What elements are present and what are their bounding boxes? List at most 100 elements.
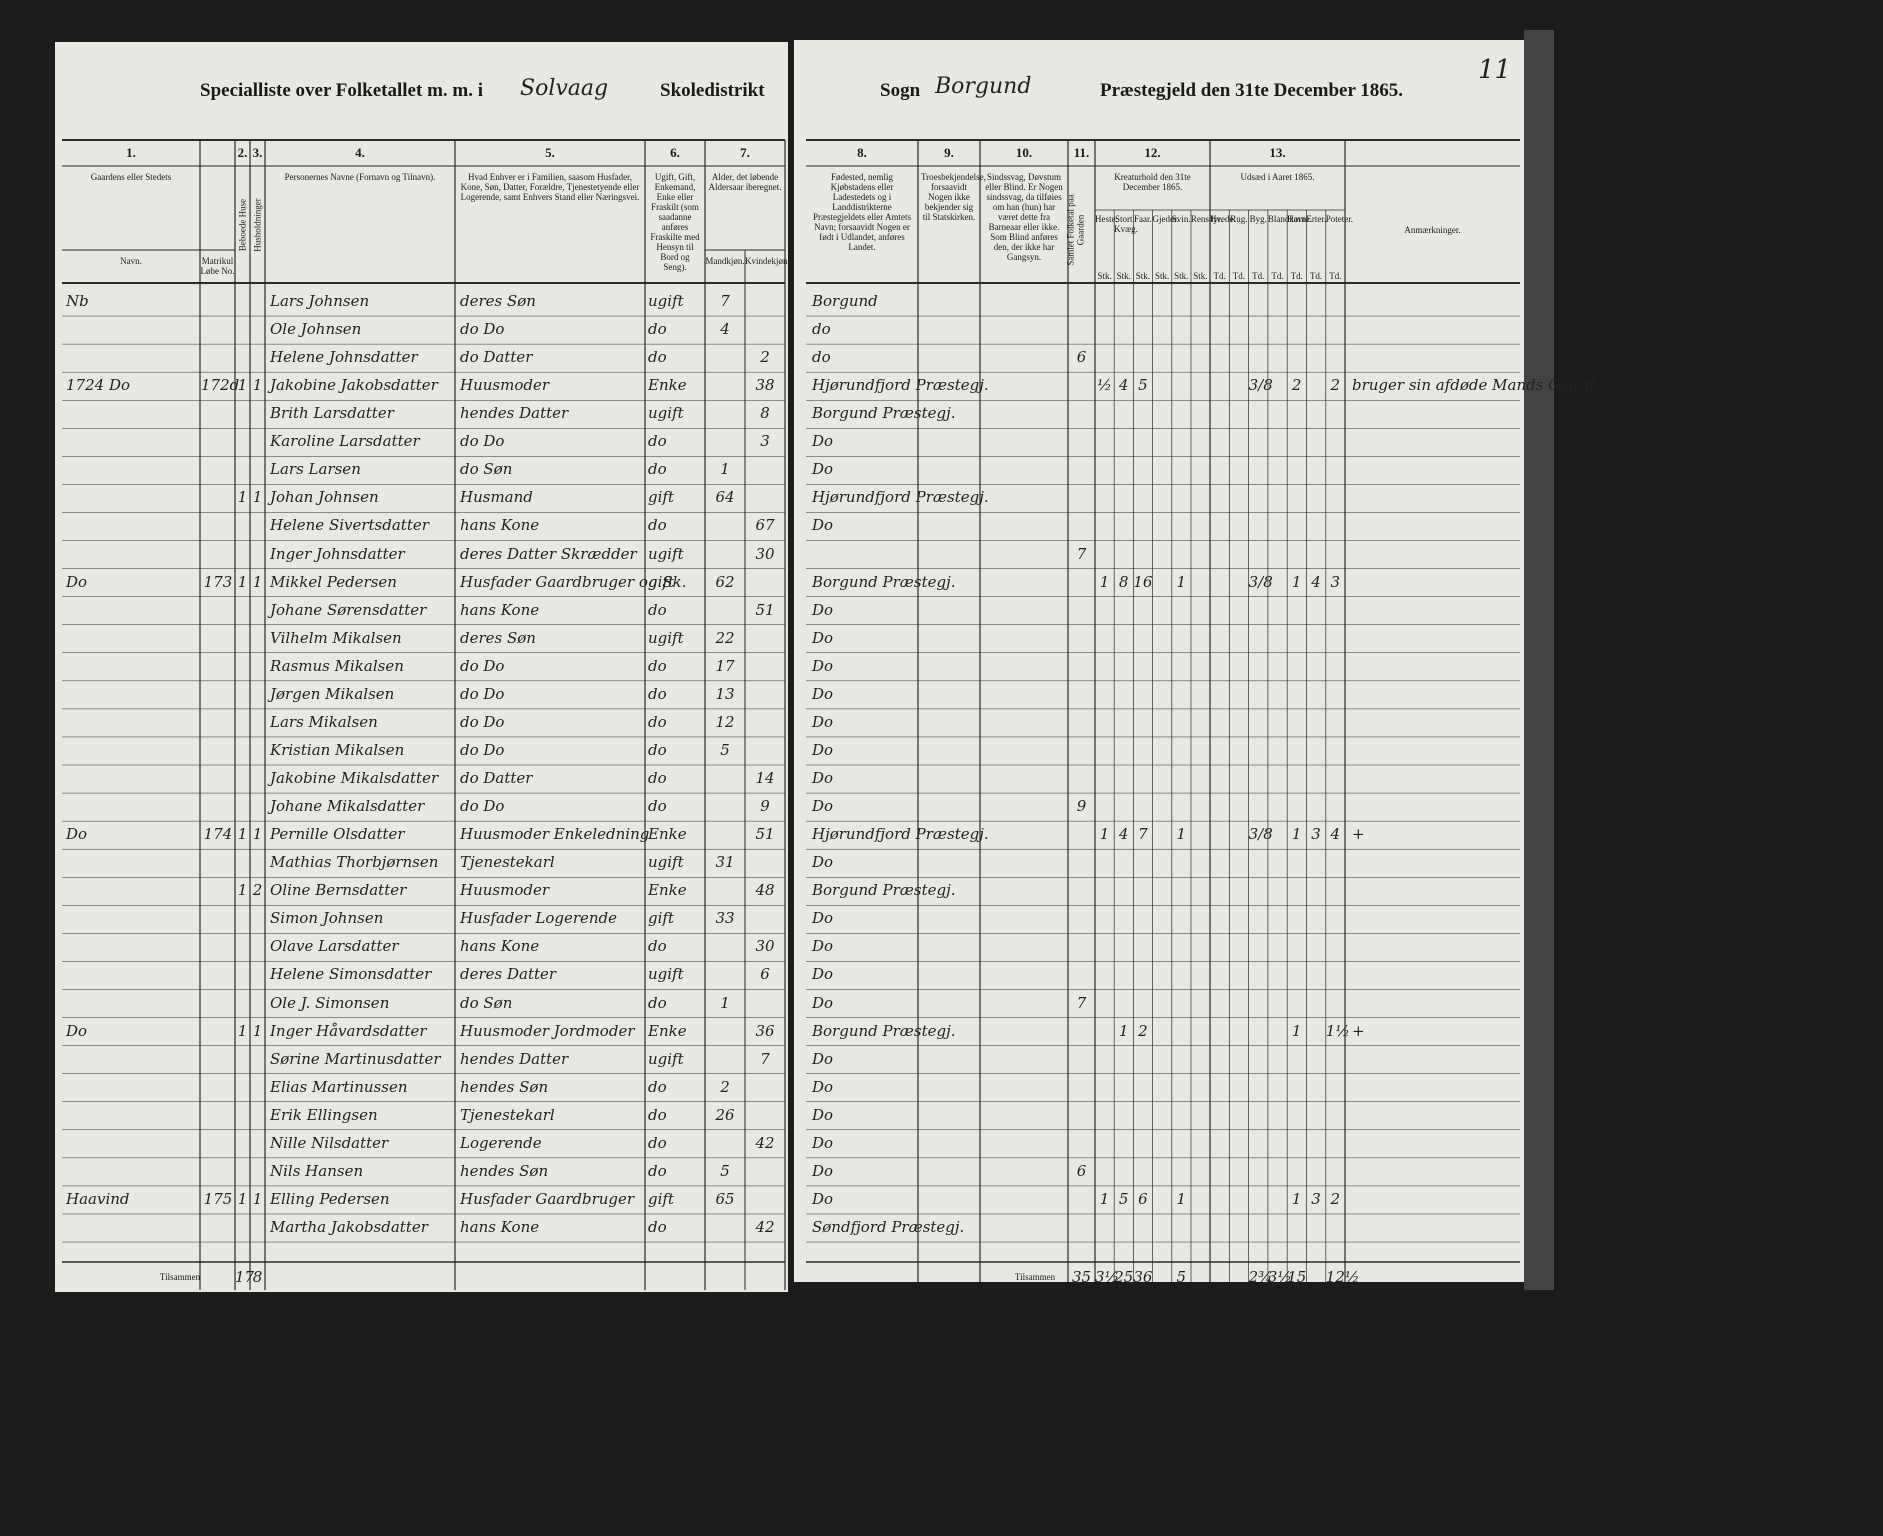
cell-households: 1 bbox=[252, 1189, 263, 1208]
cell-role: hendes Datter bbox=[460, 404, 569, 423]
sub-label: Svin. bbox=[1171, 214, 1191, 224]
cell-role: hendes Søn bbox=[460, 1077, 549, 1096]
total-houses: 17 bbox=[235, 1268, 255, 1286]
cell-birthplace: Do bbox=[812, 853, 834, 872]
column-number: 2. bbox=[237, 145, 248, 160]
cell-role: do Do bbox=[460, 797, 505, 816]
sub-label: Havre. bbox=[1287, 214, 1312, 224]
unit-label: Stk. bbox=[1174, 271, 1189, 281]
cell-households: 1 bbox=[252, 825, 263, 844]
cell-matr: 175 bbox=[203, 1189, 233, 1208]
district: Skoledistrikt bbox=[660, 80, 765, 101]
unit-label: Stk. bbox=[1097, 271, 1112, 281]
column-label: Sindssvag, Døvstum eller Blind. Er Nogen… bbox=[985, 172, 1063, 262]
cell-name: Johane Mikalsdatter bbox=[270, 797, 425, 816]
cell-female-age: 30 bbox=[755, 937, 775, 956]
column-number: 8. bbox=[857, 145, 867, 160]
cell-female-age: 38 bbox=[755, 376, 775, 395]
total-livestock: 25 bbox=[1114, 1268, 1134, 1286]
column-number: 13. bbox=[1269, 145, 1286, 160]
cell-role: hans Kone bbox=[460, 600, 540, 619]
cell-female-age: 14 bbox=[755, 769, 775, 788]
cell-male-age: 5 bbox=[720, 1161, 730, 1180]
cell-sowing: 3 bbox=[1311, 1189, 1321, 1208]
column-label: Personernes Navne (Fornavn og Tilnavn). bbox=[284, 172, 436, 182]
cell-birthplace: Do bbox=[812, 1189, 834, 1208]
cell-households: 1 bbox=[252, 572, 263, 591]
total-sowing: 15 bbox=[1287, 1268, 1307, 1286]
cell-male-age: 12 bbox=[715, 712, 735, 731]
column-label: Husholdninger bbox=[252, 198, 263, 252]
cell-remark: + bbox=[1352, 825, 1365, 844]
cell-name: Brith Larsdatter bbox=[270, 404, 394, 423]
cell-livestock: 4 bbox=[1118, 825, 1129, 844]
cell-birthplace: Do bbox=[812, 516, 834, 535]
cell-birthplace: Borgund Præstegj. bbox=[812, 404, 956, 423]
cell-name: Elling Pedersen bbox=[270, 1189, 390, 1208]
cell-total: 9 bbox=[1076, 797, 1087, 816]
cell-status: do bbox=[648, 460, 667, 479]
cell-name: Helene Johnsdatter bbox=[270, 348, 418, 367]
cell-role: hans Kone bbox=[460, 937, 540, 956]
cell-birthplace: Do bbox=[812, 1105, 834, 1124]
total-livestock: 5 bbox=[1176, 1268, 1187, 1286]
cell-livestock: 1 bbox=[1099, 572, 1110, 591]
column-number: 6. bbox=[670, 145, 680, 160]
cell-livestock: 1 bbox=[1099, 825, 1110, 844]
cell-male-age: 33 bbox=[715, 909, 735, 928]
cell-livestock: 2 bbox=[1138, 1021, 1148, 1040]
cell-sowing: 4 bbox=[1311, 572, 1321, 591]
cell-sowing: 1 bbox=[1291, 825, 1302, 844]
cell-livestock: 8 bbox=[1118, 572, 1129, 591]
cell-status: do bbox=[648, 348, 667, 367]
cell-houses: 1 bbox=[237, 488, 248, 507]
cell-livestock: 5 bbox=[1138, 376, 1148, 395]
cell-households: 1 bbox=[252, 488, 263, 507]
sub-label: Rensdyr. bbox=[1190, 214, 1223, 224]
sub-label: Byg. bbox=[1249, 214, 1267, 224]
cell-male-age: 7 bbox=[720, 292, 730, 310]
column-number: 1. bbox=[126, 145, 136, 160]
cell-birthplace: Borgund bbox=[812, 292, 878, 310]
cell-status: Enke bbox=[648, 881, 687, 900]
cell-birthplace: Do bbox=[812, 797, 834, 816]
cell-status: ugift bbox=[648, 1049, 684, 1068]
cell-livestock: 16 bbox=[1133, 572, 1153, 591]
cell-name: Ole J. Simonsen bbox=[270, 993, 390, 1012]
column-number: 10. bbox=[1015, 145, 1033, 160]
cell-name: Mathias Thorbjørnsen bbox=[270, 853, 439, 872]
cell-matr: 174 bbox=[203, 825, 233, 844]
cell-role: do Søn bbox=[460, 460, 513, 479]
cell-female-age: 36 bbox=[755, 1021, 775, 1040]
cell-sowing: 3/8 bbox=[1248, 572, 1273, 591]
column-label: Samlet Folketal paa Gaarden bbox=[1065, 194, 1086, 266]
cell-role: Huusmoder Enkeledning bbox=[460, 825, 650, 844]
right-title: Præstegjeld den 31te December 1865. bbox=[1100, 80, 1404, 101]
cell-role: do Datter bbox=[460, 348, 533, 367]
cell-birthplace: Do bbox=[812, 769, 834, 788]
column-number: 12. bbox=[1144, 145, 1161, 160]
sogn-label: Sogn bbox=[880, 80, 921, 101]
unit-label: Stk. bbox=[1116, 271, 1131, 281]
column-number: 5. bbox=[545, 145, 555, 160]
cell-birthplace: Hjørundfjord Præstegj. bbox=[812, 376, 989, 395]
cell-status: ugift bbox=[648, 965, 684, 984]
cell-status: do bbox=[648, 797, 667, 816]
cell-role: do Do bbox=[460, 684, 505, 703]
cell-status: do bbox=[648, 684, 667, 703]
cell-status: do bbox=[648, 740, 667, 759]
cell-houses: 1 bbox=[237, 1021, 248, 1040]
cell-status: do bbox=[648, 1217, 667, 1236]
unit-label: Td. bbox=[1252, 271, 1265, 281]
total-livestock: 3½ bbox=[1095, 1268, 1120, 1286]
column-label: Hvad Enhver er i Familien, saasom Husfad… bbox=[460, 172, 640, 202]
cell-status: Enke bbox=[648, 1021, 687, 1040]
cell-male-age: 62 bbox=[715, 572, 735, 591]
cell-birthplace: do bbox=[812, 320, 831, 339]
cell-role: Husfader Logerende bbox=[460, 909, 618, 928]
column-label: Udsæd i Aaret 1865. bbox=[1240, 172, 1315, 182]
sub-label: Rug. bbox=[1230, 214, 1248, 224]
cell-birthplace: Borgund Præstegj. bbox=[812, 1021, 956, 1040]
cell-sowing: 2 bbox=[1291, 376, 1302, 395]
